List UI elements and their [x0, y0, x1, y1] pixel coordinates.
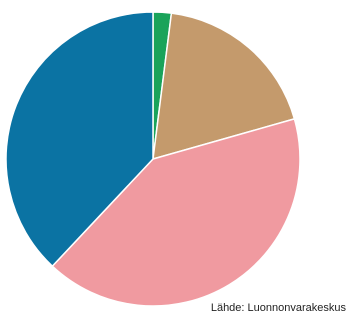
- pie-slice-3: [51, 118, 301, 307]
- source-note: Lähde: Luonnonvarakeskus: [210, 302, 346, 314]
- pie-slice-4: [5, 11, 154, 267]
- pie-slices: [5, 11, 301, 307]
- pie-slice-2: [152, 12, 296, 160]
